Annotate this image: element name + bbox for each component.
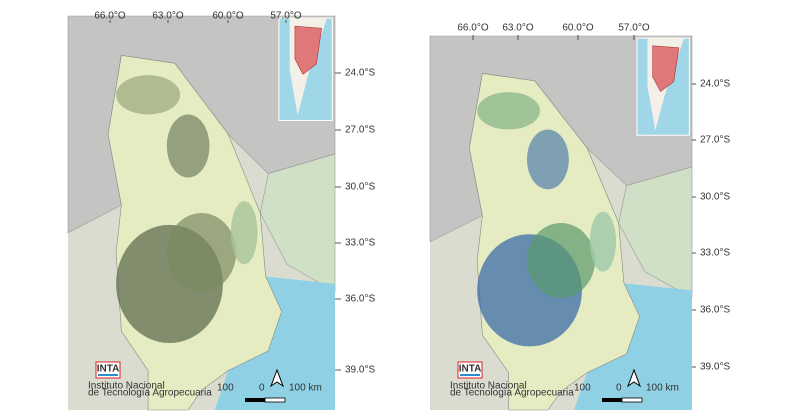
longitude-label: 60.0°O (562, 23, 593, 34)
latitude-label: 27.0°S (345, 125, 375, 136)
latitude-label: 24.0°S (700, 79, 730, 90)
map-panel: 66.0°O 63.0°O 60.0°O 57.0°O 24.0°S 27.0°S 30.0… (429, 23, 730, 411)
crop-area (230, 201, 258, 265)
longitude-label: 63.0°O (502, 23, 533, 34)
latitude-label: 36.0°S (345, 294, 375, 305)
ocean (574, 282, 692, 410)
logo-caption: de Tecnología Agropecuaria (450, 388, 574, 399)
crop-area (166, 213, 237, 292)
latitude-label: 30.0°S (700, 192, 730, 203)
north-arrow (269, 368, 285, 388)
longitude-label: 57.0°O (270, 11, 301, 22)
crop-area (477, 92, 541, 130)
longitude-label: 60.0°O (212, 11, 243, 22)
inset-region (652, 45, 680, 92)
scale-label: 100 (217, 383, 234, 394)
crop-area (116, 75, 181, 115)
scale-bar (621, 397, 643, 403)
ocean (214, 276, 335, 410)
scale-bar (245, 398, 265, 402)
logo-stripe (460, 374, 480, 376)
scale-label: 0 (259, 383, 265, 394)
latitude-label: 24.0°S (345, 68, 375, 79)
latitude-label: 36.0°S (700, 305, 730, 316)
longitude-label: 57.0°O (618, 23, 649, 34)
inset-region (294, 25, 322, 75)
scale-label: 0 (616, 383, 622, 394)
logo-name: INTA (459, 364, 482, 375)
scale-bar (264, 397, 286, 403)
latitude-label: 39.0°S (345, 365, 375, 376)
scale-label: 100 km (289, 383, 322, 394)
longitude-label: 66.0°O (457, 23, 488, 34)
logo-stripe (98, 374, 118, 376)
crop-area (589, 211, 617, 272)
logo-name: INTA (97, 364, 120, 375)
crop-area (166, 114, 210, 178)
crop-area (526, 223, 596, 298)
latitude-label: 39.0°S (700, 362, 730, 373)
latitude-label: 33.0°S (345, 238, 375, 249)
scale-bar (602, 398, 622, 402)
logo-caption: de Tecnología Agropecuaria (88, 388, 212, 399)
longitude-label: 66.0°O (94, 11, 125, 22)
latitude-label: 33.0°S (700, 248, 730, 259)
latitude-label: 30.0°S (345, 182, 375, 193)
map-panel: 66.0°O 63.0°O 60.0°O 57.0°O 24.0°S 27.0°S 30.0… (67, 11, 375, 411)
longitude-label: 63.0°O (152, 11, 183, 22)
scale-label: 100 km (646, 383, 679, 394)
latitude-label: 27.0°S (700, 135, 730, 146)
brazil-uruguay (259, 153, 336, 293)
north-arrow (626, 368, 642, 388)
brazil-uruguay (618, 166, 693, 299)
crop-area (526, 129, 569, 190)
logo-caption: Instituto Nacional (450, 381, 527, 392)
scale-label: 100 (574, 383, 591, 394)
logo-caption: Instituto Nacional (88, 381, 165, 392)
